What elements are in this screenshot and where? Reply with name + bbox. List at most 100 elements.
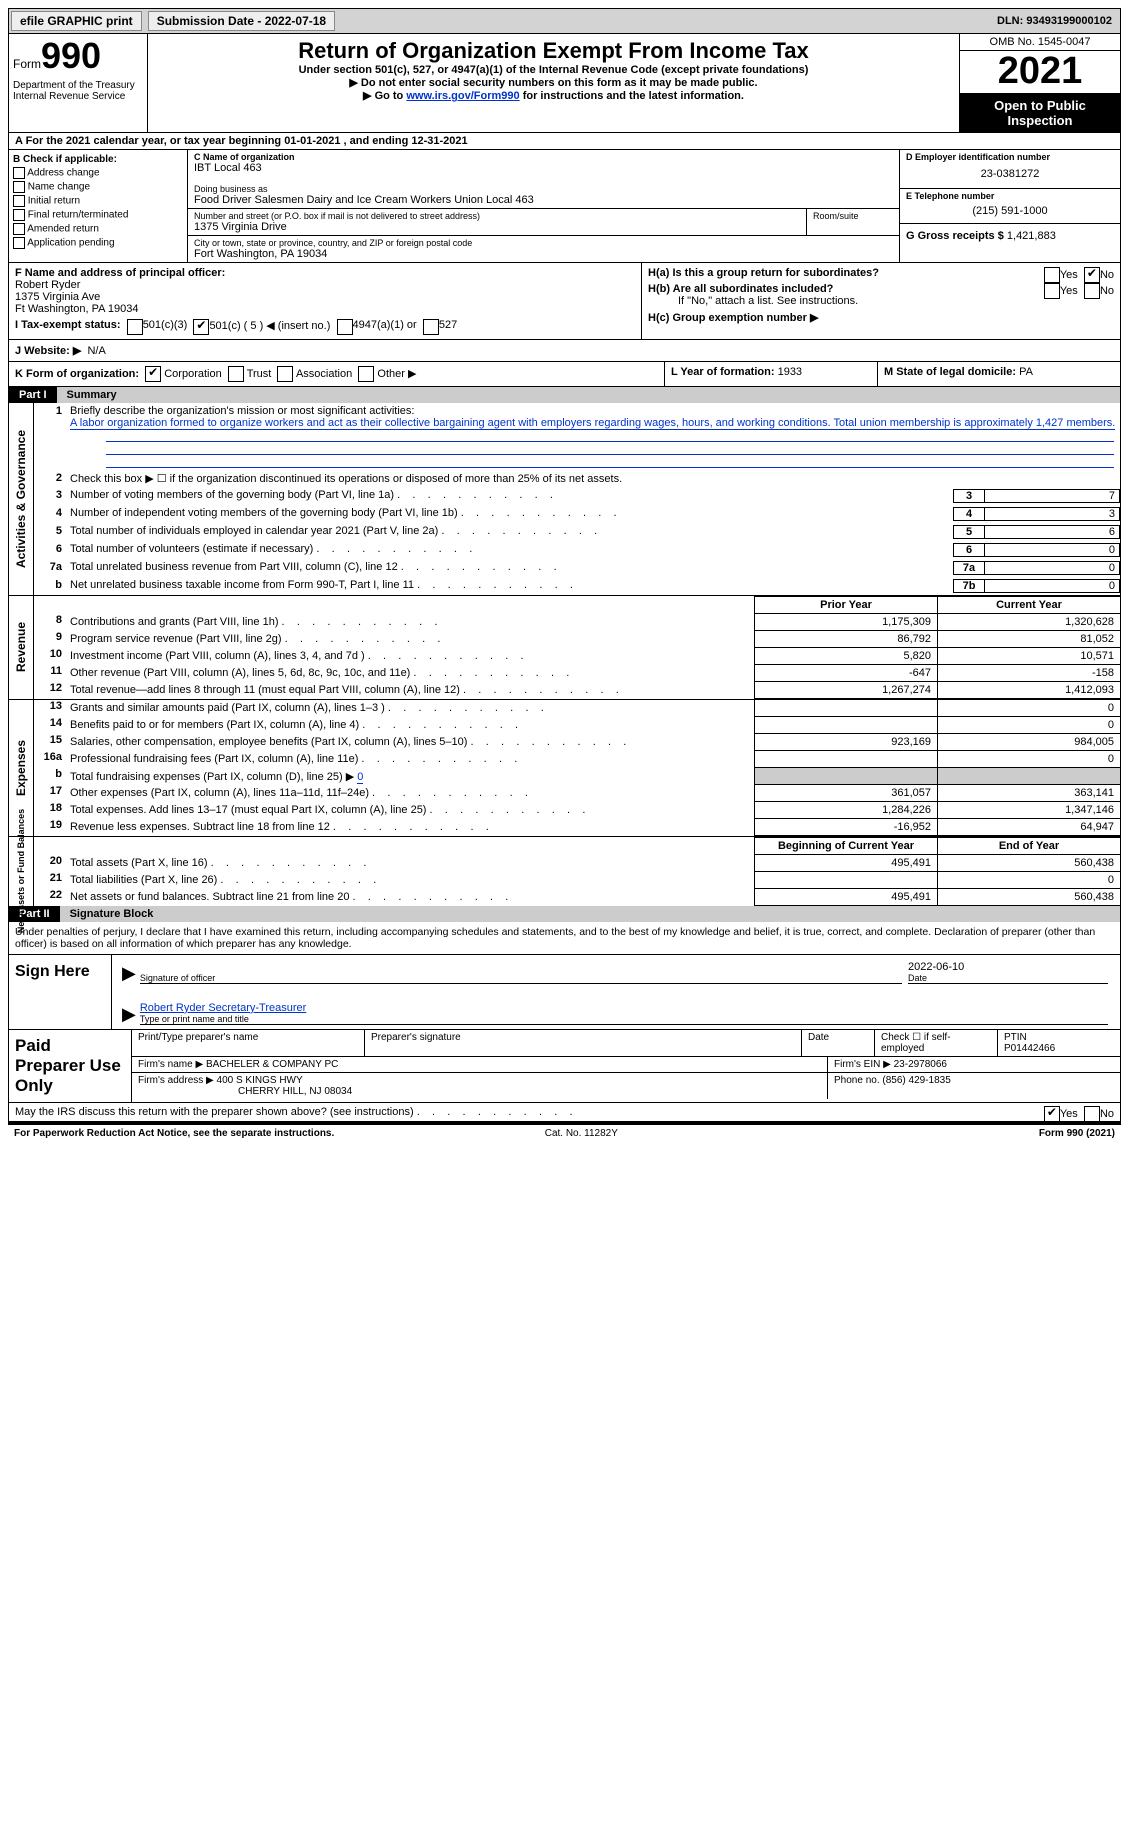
website-value: N/A — [87, 345, 105, 357]
form-title: Return of Organization Exempt From Incom… — [152, 38, 955, 64]
discuss-no[interactable] — [1084, 1106, 1100, 1122]
top-bar: efile GRAPHIC print Submission Date - 20… — [8, 8, 1121, 34]
table-row: 10Investment income (Part VIII, column (… — [34, 648, 1120, 665]
prep-sig-header: Preparer's signature — [365, 1030, 802, 1056]
phone-value: (215) 591-1000 — [906, 201, 1114, 221]
mission-text: A labor organization formed to organize … — [70, 417, 1115, 430]
sig-name-label: Type or print name and title — [140, 1014, 1108, 1024]
year-formation: 1933 — [778, 366, 802, 378]
summary-line: 3Number of voting members of the governi… — [34, 487, 1120, 505]
chk-other[interactable] — [358, 366, 374, 382]
form-word: Form — [13, 57, 41, 71]
k-label: K Form of organization: — [15, 368, 139, 380]
summary-line: 7aTotal unrelated business revenue from … — [34, 559, 1120, 577]
ha-no[interactable] — [1084, 267, 1100, 283]
firm-addr2: CHERRY HILL, NJ 08034 — [238, 1086, 352, 1097]
chk-name-change[interactable] — [13, 181, 25, 193]
part1-header: Part I Summary — [9, 387, 1120, 403]
chk-trust[interactable] — [228, 366, 244, 382]
e-phone-label: E Telephone number — [906, 191, 1114, 201]
summary-line: 5Total number of individuals employed in… — [34, 523, 1120, 541]
ein-value: 23-0381272 — [906, 162, 1114, 186]
table-row: 8Contributions and grants (Part VIII, li… — [34, 614, 1120, 631]
chk-final-return[interactable] — [13, 209, 25, 221]
footer-left: For Paperwork Reduction Act Notice, see … — [14, 1128, 334, 1139]
j-label: J Website: ▶ — [15, 345, 81, 357]
table-row: 13Grants and similar amounts paid (Part … — [34, 700, 1120, 717]
signature-declaration: Under penalties of perjury, I declare th… — [9, 922, 1120, 954]
discuss-yes[interactable] — [1044, 1106, 1060, 1122]
hb-yes[interactable] — [1044, 283, 1060, 299]
open-to-public: Open to Public Inspection — [960, 94, 1120, 132]
table-row: 22Net assets or fund balances. Subtract … — [34, 889, 1120, 906]
chk-application-pending[interactable] — [13, 237, 25, 249]
ptin-value: P01442466 — [1004, 1043, 1114, 1054]
row-klm: K Form of organization: Corporation Trus… — [9, 362, 1120, 387]
activities-vlabel: Activities & Governance — [14, 430, 28, 568]
g-gross-label: G Gross receipts $ — [906, 230, 1004, 242]
table-row: 12Total revenue—add lines 8 through 11 (… — [34, 682, 1120, 699]
chk-amended[interactable] — [13, 223, 25, 235]
part2-title: Signature Block — [60, 906, 1120, 922]
room-label: Room/suite — [813, 211, 893, 221]
prep-date-header: Date — [802, 1030, 875, 1056]
org-name: IBT Local 463 — [194, 162, 893, 174]
form-number: 990 — [41, 38, 101, 74]
tax-year: 2021 — [960, 51, 1120, 94]
dba-label: Doing business as — [194, 184, 893, 194]
l-label: L Year of formation: — [671, 366, 775, 378]
submission-date-button[interactable]: Submission Date - 2022-07-18 — [148, 11, 335, 31]
table-row: 9Program service revenue (Part VIII, lin… — [34, 631, 1120, 648]
table-row: 18Total expenses. Add lines 13–17 (must … — [34, 802, 1120, 819]
paid-preparer-label: Paid Preparer Use Only — [9, 1030, 132, 1102]
summary-line: 4Number of independent voting members of… — [34, 505, 1120, 523]
dln-label: DLN: 93493199000102 — [997, 15, 1112, 27]
street-value: 1375 Virginia Drive — [194, 221, 800, 233]
sig-officer-label: Signature of officer — [140, 973, 902, 983]
activities-governance-section: Activities & Governance 1 Briefly descri… — [9, 403, 1120, 596]
arrow-icon: ▶ — [122, 1004, 136, 1025]
firm-phone-value: (856) 429-1835 — [882, 1075, 950, 1086]
chk-association[interactable] — [277, 366, 293, 382]
part2-header: Part II Signature Block — [9, 906, 1120, 922]
chk-address-change[interactable] — [13, 167, 25, 179]
firm-phone-label: Phone no. — [834, 1075, 880, 1086]
form-year-cell: OMB No. 1545-0047 2021 Open to Public In… — [959, 34, 1120, 132]
end-year-header: End of Year — [937, 837, 1120, 855]
state-domicile: PA — [1019, 366, 1033, 378]
hb-no[interactable] — [1084, 283, 1100, 299]
expenses-section: Expenses 13Grants and similar amounts pa… — [9, 700, 1120, 837]
col-b-checkboxes: B Check if applicable: Address change Na… — [9, 150, 188, 262]
line16b-val: 0 — [357, 771, 363, 784]
current-year-header: Current Year — [937, 596, 1120, 614]
chk-corporation[interactable] — [145, 366, 161, 382]
hb-row: H(b) Are all subordinates included? Yes … — [648, 283, 1114, 295]
table-row: 14Benefits paid to or for members (Part … — [34, 717, 1120, 734]
i-label: I Tax-exempt status: — [15, 319, 121, 335]
row-j: J Website: ▶ N/A — [9, 340, 1120, 362]
form-title-cell: Return of Organization Exempt From Incom… — [148, 34, 959, 132]
form-id-cell: Form 990 Department of the Treasury Inte… — [9, 34, 148, 132]
chk-4947[interactable] — [337, 319, 353, 335]
street-label: Number and street (or P.O. box if mail i… — [194, 211, 800, 221]
chk-527[interactable] — [423, 319, 439, 335]
form-container: Form 990 Department of the Treasury Inte… — [8, 34, 1121, 1123]
irs-link[interactable]: www.irs.gov/Form990 — [406, 90, 519, 102]
chk-501c3[interactable] — [127, 319, 143, 335]
ha-yes[interactable] — [1044, 267, 1060, 283]
line16b-current — [937, 768, 1120, 785]
d-ein-label: D Employer identification number — [906, 152, 1114, 162]
footer-right: Form 990 (2021) — [1039, 1128, 1115, 1139]
gross-receipts-value: 1,421,883 — [1007, 230, 1056, 242]
firm-ein-label: Firm's EIN ▶ — [834, 1059, 891, 1070]
dba-value: Food Driver Salesmen Dairy and Ice Cream… — [194, 194, 893, 206]
efile-print-button[interactable]: efile GRAPHIC print — [11, 11, 142, 31]
firm-addr-label: Firm's address ▶ — [138, 1075, 214, 1086]
b-label: B Check if applicable: — [13, 154, 183, 165]
netassets-vlabel: Net Assets or Fund Balances — [16, 809, 26, 933]
chk-initial-return[interactable] — [13, 195, 25, 207]
table-row: 21Total liabilities (Part X, line 26)0 — [34, 872, 1120, 889]
m-label: M State of legal domicile: — [884, 366, 1016, 378]
page-footer: For Paperwork Reduction Act Notice, see … — [8, 1123, 1121, 1142]
chk-501c[interactable] — [193, 319, 209, 335]
